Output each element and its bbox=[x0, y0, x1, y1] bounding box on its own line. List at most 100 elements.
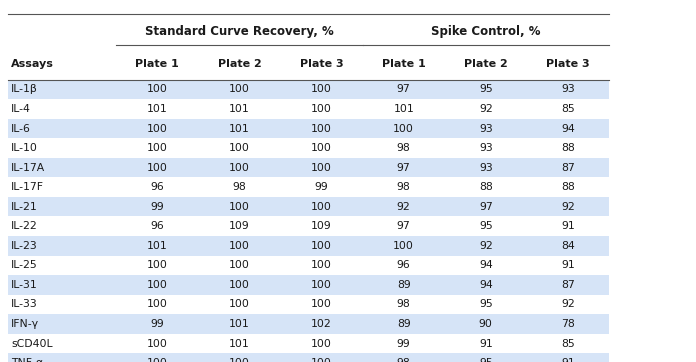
Text: 96: 96 bbox=[397, 260, 411, 270]
Text: 109: 109 bbox=[311, 221, 332, 231]
Text: 101: 101 bbox=[229, 338, 250, 349]
Text: 100: 100 bbox=[393, 241, 414, 251]
Text: 100: 100 bbox=[147, 143, 168, 153]
Bar bbox=[8, 80, 609, 99]
Text: Plate 3: Plate 3 bbox=[546, 59, 590, 69]
Text: 100: 100 bbox=[311, 143, 332, 153]
Text: IL-17F: IL-17F bbox=[11, 182, 44, 192]
Text: 97: 97 bbox=[397, 163, 411, 173]
Text: 100: 100 bbox=[311, 163, 332, 173]
Bar bbox=[8, 314, 609, 334]
Text: 93: 93 bbox=[479, 123, 493, 134]
Text: 100: 100 bbox=[311, 299, 332, 310]
Text: IL-4: IL-4 bbox=[11, 104, 31, 114]
Text: Assays: Assays bbox=[11, 59, 54, 69]
Text: 85: 85 bbox=[561, 104, 575, 114]
Text: 98: 98 bbox=[397, 143, 411, 153]
Text: 93: 93 bbox=[561, 84, 575, 94]
Text: 100: 100 bbox=[147, 358, 168, 362]
Text: 88: 88 bbox=[561, 143, 575, 153]
Text: 91: 91 bbox=[479, 338, 493, 349]
Text: 100: 100 bbox=[311, 241, 332, 251]
Text: sCD40L: sCD40L bbox=[11, 338, 53, 349]
Text: IL-33: IL-33 bbox=[11, 299, 38, 310]
Text: IL-22: IL-22 bbox=[11, 221, 38, 231]
Text: Plate 3: Plate 3 bbox=[300, 59, 343, 69]
Text: 94: 94 bbox=[561, 123, 575, 134]
Text: IL-21: IL-21 bbox=[11, 202, 38, 212]
Text: 100: 100 bbox=[229, 163, 250, 173]
Text: 100: 100 bbox=[311, 104, 332, 114]
Text: 101: 101 bbox=[229, 319, 250, 329]
Text: 89: 89 bbox=[397, 319, 411, 329]
Text: Plate 2: Plate 2 bbox=[218, 59, 261, 69]
Text: 101: 101 bbox=[147, 241, 168, 251]
Text: 100: 100 bbox=[229, 299, 250, 310]
Text: 98: 98 bbox=[397, 358, 411, 362]
Text: 100: 100 bbox=[147, 260, 168, 270]
Text: 93: 93 bbox=[479, 163, 493, 173]
Text: 100: 100 bbox=[311, 84, 332, 94]
Text: 100: 100 bbox=[147, 299, 168, 310]
Text: 100: 100 bbox=[229, 143, 250, 153]
Text: 100: 100 bbox=[311, 280, 332, 290]
Text: 97: 97 bbox=[397, 84, 411, 94]
Text: 99: 99 bbox=[150, 202, 164, 212]
Text: 96: 96 bbox=[150, 182, 164, 192]
Text: 95: 95 bbox=[479, 358, 493, 362]
Text: 92: 92 bbox=[479, 241, 493, 251]
Text: 100: 100 bbox=[393, 123, 414, 134]
Text: Plate 1: Plate 1 bbox=[136, 59, 179, 69]
Text: 100: 100 bbox=[229, 280, 250, 290]
Text: 99: 99 bbox=[150, 319, 164, 329]
Bar bbox=[8, 197, 609, 216]
Text: 100: 100 bbox=[229, 84, 250, 94]
Text: 92: 92 bbox=[561, 202, 575, 212]
Text: 100: 100 bbox=[147, 84, 168, 94]
Text: 100: 100 bbox=[311, 358, 332, 362]
Text: 87: 87 bbox=[561, 280, 575, 290]
Text: IL-17A: IL-17A bbox=[11, 163, 45, 173]
Text: 101: 101 bbox=[393, 104, 414, 114]
Text: 91: 91 bbox=[561, 358, 575, 362]
Bar bbox=[8, 119, 609, 138]
Text: 98: 98 bbox=[397, 182, 411, 192]
Text: 96: 96 bbox=[150, 221, 164, 231]
Text: 100: 100 bbox=[147, 280, 168, 290]
Text: TNF-α: TNF-α bbox=[11, 358, 43, 362]
Text: 92: 92 bbox=[397, 202, 411, 212]
Text: 95: 95 bbox=[479, 299, 493, 310]
Text: IL-25: IL-25 bbox=[11, 260, 38, 270]
Text: IL-31: IL-31 bbox=[11, 280, 38, 290]
Text: 85: 85 bbox=[561, 338, 575, 349]
Text: 91: 91 bbox=[561, 260, 575, 270]
Text: IFN-γ: IFN-γ bbox=[11, 319, 39, 329]
Text: 109: 109 bbox=[229, 221, 250, 231]
Bar bbox=[8, 236, 609, 256]
Text: 89: 89 bbox=[397, 280, 411, 290]
Text: 92: 92 bbox=[479, 104, 493, 114]
Text: 101: 101 bbox=[229, 104, 250, 114]
Text: 97: 97 bbox=[479, 202, 493, 212]
Text: 87: 87 bbox=[561, 163, 575, 173]
Text: 90: 90 bbox=[479, 319, 493, 329]
Text: 93: 93 bbox=[479, 143, 493, 153]
Text: IL-1β: IL-1β bbox=[11, 84, 38, 94]
Text: 100: 100 bbox=[311, 123, 332, 134]
Text: 95: 95 bbox=[479, 84, 493, 94]
Text: 100: 100 bbox=[229, 241, 250, 251]
Text: 100: 100 bbox=[229, 358, 250, 362]
Text: 100: 100 bbox=[147, 123, 168, 134]
Text: 97: 97 bbox=[397, 221, 411, 231]
Text: Plate 2: Plate 2 bbox=[464, 59, 507, 69]
Text: 101: 101 bbox=[147, 104, 168, 114]
Text: 99: 99 bbox=[397, 338, 411, 349]
Text: Plate 1: Plate 1 bbox=[382, 59, 425, 69]
Text: 101: 101 bbox=[229, 123, 250, 134]
Text: 88: 88 bbox=[561, 182, 575, 192]
Text: IL-10: IL-10 bbox=[11, 143, 38, 153]
Text: 100: 100 bbox=[311, 202, 332, 212]
Text: 92: 92 bbox=[561, 299, 575, 310]
Bar bbox=[8, 158, 609, 177]
Bar bbox=[8, 275, 609, 295]
